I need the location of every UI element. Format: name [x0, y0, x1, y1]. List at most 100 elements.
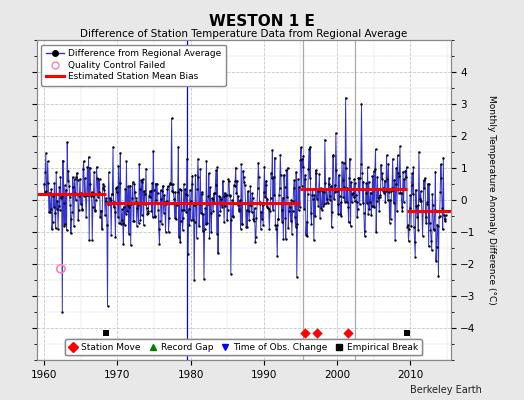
Point — [140, 201, 149, 208]
Point — [219, 178, 227, 184]
Point — [384, 197, 392, 204]
Point — [195, 223, 203, 230]
Point — [206, 184, 214, 190]
Point — [129, 218, 137, 224]
Point — [265, 206, 273, 213]
Point — [52, 169, 60, 175]
Point — [122, 158, 130, 164]
Point — [168, 115, 176, 122]
Point — [407, 222, 415, 229]
Point — [319, 202, 327, 209]
Point — [344, 204, 352, 210]
Point — [148, 214, 157, 220]
Point — [164, 183, 172, 189]
Point — [334, 211, 343, 217]
Point — [191, 218, 199, 225]
Point — [196, 210, 205, 216]
Point — [184, 206, 193, 212]
Point — [147, 188, 155, 194]
Point — [380, 190, 388, 196]
Point — [316, 185, 325, 191]
Point — [436, 189, 444, 195]
Point — [347, 199, 356, 206]
Point — [350, 194, 358, 200]
Point — [110, 204, 118, 210]
Point — [412, 203, 421, 209]
Point — [96, 214, 104, 220]
Point — [89, 193, 97, 200]
Point — [301, 330, 309, 336]
Point — [142, 165, 150, 172]
Point — [190, 277, 199, 283]
Point — [385, 220, 394, 226]
Point — [214, 250, 222, 257]
Point — [287, 197, 296, 203]
Point — [262, 177, 270, 184]
Point — [383, 176, 391, 182]
Point — [137, 177, 145, 183]
Point — [390, 200, 398, 206]
Point — [209, 196, 217, 202]
Point — [169, 181, 177, 188]
Point — [416, 196, 424, 202]
Point — [261, 182, 270, 188]
Point — [237, 161, 245, 168]
Point — [118, 220, 127, 226]
Point — [252, 215, 260, 221]
Point — [364, 164, 372, 170]
Point — [442, 212, 450, 218]
Point — [410, 224, 418, 230]
Point — [62, 187, 70, 193]
Point — [61, 221, 70, 228]
Point — [129, 218, 138, 224]
Point — [277, 172, 285, 178]
Point — [189, 217, 197, 223]
Title: Difference of Station Temperature Data from Regional Average: Difference of Station Temperature Data f… — [80, 29, 407, 39]
Point — [128, 194, 136, 201]
Point — [178, 207, 186, 213]
Point — [198, 189, 206, 195]
Point — [309, 186, 317, 192]
Point — [423, 201, 431, 208]
Point — [297, 144, 305, 151]
Point — [248, 195, 257, 201]
Point — [294, 207, 303, 214]
Point — [280, 184, 289, 190]
Point — [368, 203, 376, 210]
Point — [157, 187, 165, 193]
Point — [57, 266, 65, 272]
Point — [254, 160, 263, 166]
Point — [314, 187, 323, 193]
Point — [192, 234, 201, 241]
Point — [310, 192, 319, 199]
Point — [170, 215, 179, 221]
Point — [361, 233, 369, 239]
Point — [249, 215, 258, 222]
Point — [102, 195, 110, 201]
Point — [51, 210, 59, 216]
Point — [93, 175, 101, 181]
Point — [115, 220, 123, 226]
Point — [431, 207, 439, 213]
Point — [420, 185, 429, 191]
Point — [366, 190, 375, 196]
Point — [274, 216, 282, 222]
Point — [200, 226, 209, 232]
Point — [354, 175, 363, 181]
Point — [273, 252, 281, 259]
Point — [231, 183, 239, 189]
Point — [418, 233, 427, 239]
Point — [43, 158, 52, 164]
Point — [298, 182, 306, 189]
Point — [317, 205, 325, 211]
Point — [313, 188, 322, 194]
Point — [247, 209, 256, 215]
Point — [296, 203, 304, 210]
Point — [252, 234, 260, 240]
Point — [362, 180, 370, 186]
Point — [344, 330, 352, 336]
Point — [301, 176, 309, 182]
Point — [425, 181, 433, 187]
Point — [247, 202, 255, 208]
Point — [177, 187, 185, 193]
